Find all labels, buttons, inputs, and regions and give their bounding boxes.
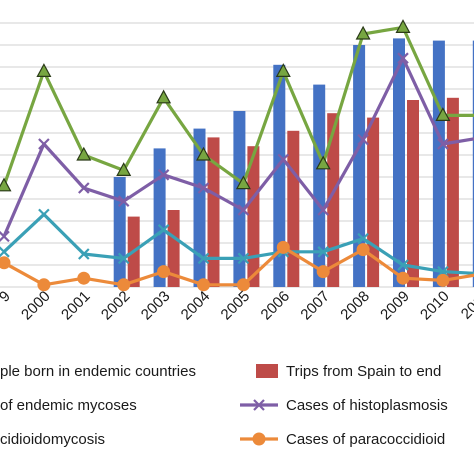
data-point xyxy=(0,246,10,258)
legend-label: cidioidomycosis xyxy=(0,431,105,448)
x-tick-label: 2004 xyxy=(178,288,214,324)
data-point xyxy=(436,273,450,287)
data-point xyxy=(357,232,369,245)
data-point xyxy=(356,243,370,257)
x-tick-label: 2005 xyxy=(218,288,254,324)
bar xyxy=(472,40,474,287)
data-point xyxy=(76,146,92,161)
data-point xyxy=(157,169,170,181)
data-point xyxy=(395,19,411,34)
data-point xyxy=(235,175,251,190)
data-point xyxy=(117,278,131,292)
data-point xyxy=(197,278,210,292)
bar xyxy=(353,45,366,287)
x-tick-label: 2002 xyxy=(98,288,134,324)
data-point xyxy=(117,195,130,207)
line-series xyxy=(0,19,474,292)
x-tick-label: 9 xyxy=(0,288,14,306)
data-point xyxy=(78,248,90,260)
data-point xyxy=(396,271,410,285)
legend-label: of endemic mycoses xyxy=(0,397,137,414)
data-point xyxy=(316,265,330,279)
data-point xyxy=(0,256,11,270)
bar xyxy=(313,84,326,287)
data-point xyxy=(197,182,210,194)
data-point xyxy=(397,259,409,271)
bar xyxy=(113,177,126,287)
bar-series xyxy=(113,38,474,288)
data-point xyxy=(37,278,51,292)
legend-key xyxy=(240,432,278,446)
data-point xyxy=(157,224,170,236)
bar xyxy=(233,111,246,287)
data-point xyxy=(38,208,50,221)
data-point xyxy=(195,146,212,161)
data-point xyxy=(357,133,369,146)
data-point xyxy=(315,155,331,170)
data-point xyxy=(397,52,409,64)
data-point xyxy=(156,89,172,104)
x-tick-label: 2008 xyxy=(337,288,373,324)
legend-key xyxy=(240,399,278,411)
x-tick-label: 2009 xyxy=(377,288,413,324)
data-point xyxy=(36,63,52,78)
data-point xyxy=(237,252,250,265)
legend: ple born in endemic countries Trips from … xyxy=(0,363,448,448)
bar xyxy=(207,137,220,287)
x-tick-label: 2000 xyxy=(18,288,54,324)
legend-label: Cases of paracoccidioid xyxy=(286,431,445,448)
bar xyxy=(247,146,260,287)
data-point xyxy=(276,240,290,254)
bar xyxy=(167,210,180,287)
data-point xyxy=(38,138,50,150)
data-point xyxy=(78,182,90,194)
x-tick-label: 2006 xyxy=(258,288,294,324)
bar xyxy=(407,100,419,287)
x-axis-tick-labels: 9 2000 2001 2002 2003 2004 2005 2006 2007 2008 200… xyxy=(0,288,474,324)
data-point xyxy=(117,252,130,265)
x-tick-label: 2001 xyxy=(58,288,94,324)
legend-label: Cases of histoplasmosis xyxy=(286,397,448,414)
bar xyxy=(393,38,405,288)
legend-key xyxy=(256,364,278,378)
data-point xyxy=(236,278,250,292)
legend-label: ple born in endemic countries xyxy=(0,363,196,380)
bar xyxy=(287,130,300,287)
data-point xyxy=(355,25,371,40)
data-point xyxy=(0,177,12,192)
data-point xyxy=(437,138,449,150)
x-tick-label: 2003 xyxy=(138,288,174,324)
data-point xyxy=(116,162,132,176)
data-point xyxy=(317,204,329,216)
data-point xyxy=(157,265,171,279)
x-tick-label: 2011 xyxy=(458,288,474,323)
legend-label: Trips from Spain to end xyxy=(286,363,441,380)
data-point xyxy=(275,63,291,78)
bar xyxy=(432,40,445,287)
data-point xyxy=(435,107,451,122)
x-tick-label: 2010 xyxy=(417,288,453,324)
bar xyxy=(153,148,166,287)
bar xyxy=(193,128,206,287)
bar xyxy=(327,113,340,287)
x-tick-label: 2007 xyxy=(297,288,333,324)
data-point xyxy=(77,271,91,285)
data-point xyxy=(317,246,329,258)
data-point xyxy=(237,204,250,216)
bar xyxy=(273,64,286,287)
data-point xyxy=(277,153,290,166)
data-point xyxy=(0,230,10,243)
bar xyxy=(446,97,459,287)
data-point xyxy=(197,252,210,265)
